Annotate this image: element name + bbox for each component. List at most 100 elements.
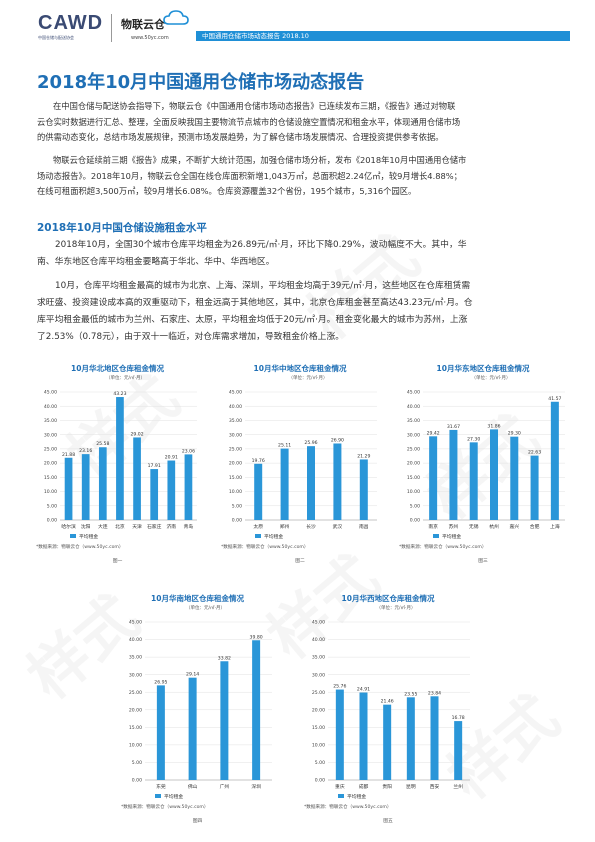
data-label: 25.96: [304, 440, 317, 446]
legend-label: 平均租金: [79, 533, 98, 540]
y-tick-label: 15.00: [129, 725, 142, 731]
y-tick-label: 25.00: [229, 446, 242, 452]
y-tick-label: 45.00: [407, 390, 420, 396]
chart-south: 10月华南地区仓库租金情况 （单位：元/㎡·月） 0.00 5.00 10.00 15.0…: [115, 590, 280, 830]
y-tick-label: 45.00: [44, 390, 57, 396]
text-line: 在线可租面积超3,500万㎡，较9月增长6.08%。仓库资源覆盖32个省份，19…: [37, 186, 417, 196]
bar: [406, 697, 415, 780]
bar: [307, 446, 315, 520]
y-tick-label: 35.00: [229, 418, 242, 424]
data-label: 23.55: [404, 691, 417, 697]
text-line: 求旺盛、投资建设成本高的双重驱动下，租金远高于其他地区，其中，北京仓库租金甚至高…: [37, 298, 473, 308]
x-tick-label: 嘉兴: [509, 523, 519, 530]
y-tick-label: 15.00: [312, 725, 325, 731]
data-label: 20.91: [165, 455, 178, 461]
legend-label: 平均租金: [264, 533, 283, 540]
y-tick-label: 15.00: [229, 475, 242, 481]
chart-caption: 图五: [383, 818, 393, 824]
data-label: 39.80: [250, 634, 263, 640]
body-paragraph-2: 10月，仓库平均租金最高的城市为北京、上海、深圳，平均租金均高于39元/㎡·月，…: [37, 278, 561, 346]
y-tick-label: 0.00: [410, 518, 420, 524]
bar: [469, 442, 478, 520]
chart-caption: 图四: [193, 818, 203, 824]
y-tick-label: 30.00: [312, 672, 325, 678]
x-tick-label: 济南: [167, 523, 177, 530]
y-tick-label: 20.00: [44, 461, 57, 467]
y-tick-label: 5.00: [47, 503, 57, 509]
chart-source: *数据来源：物联云仓（www.50yc.com）: [304, 803, 392, 810]
x-tick-label: 长沙: [306, 523, 316, 530]
text-line: 在中国仓储与配送协会指导下，物联云仓《中国通用仓储市场动态报告》已连续发布三期，…: [53, 101, 456, 111]
legend-label: 平均租金: [442, 533, 461, 540]
chart-title: 10月华西地区仓库租金情况: [342, 593, 435, 603]
wlyc-logo: 物联云仓: [121, 18, 165, 31]
bar: [156, 685, 165, 780]
x-tick-label: 苏州: [449, 523, 459, 530]
y-tick-label: 30.00: [229, 432, 242, 438]
text-line: 云仓实时数据进行汇总、整理，全面反映我国主要物流节点城市的仓储设施空置情况和租金…: [37, 116, 461, 127]
text-line: 南、华东地区仓库平均租金要略高于华北、华中、华西地区。: [37, 257, 275, 267]
bar: [333, 443, 342, 520]
y-tick-label: 5.00: [410, 503, 420, 509]
text-line: 了2.53%（0.78元），由于双十一临近，对仓库需求增加，导致租金价格上涨。: [37, 332, 345, 342]
chart-svg: 10月华北地区仓库租金情况（单位：元/㎡·月） 0.00 5.00 10.00 15.0…: [36, 363, 197, 564]
chart-north: 10月华北地区仓库租金情况 （单位：元/㎡·月） 0.00 5.00 10.00 15.0…: [30, 360, 205, 570]
legend-swatch: [255, 534, 261, 538]
y-tick-label: 0.00: [47, 518, 57, 524]
x-tick-label: 太原: [253, 523, 263, 530]
y-tick-label: 10.00: [129, 742, 142, 748]
data-label: 19.76: [252, 458, 265, 464]
bar: [133, 437, 141, 520]
chart-title: 10月华北地区仓库租金情况: [71, 363, 164, 373]
y-tick-label: 35.00: [44, 418, 57, 424]
y-tick-label: 35.00: [129, 655, 142, 661]
y-tick-label: 45.00: [229, 390, 242, 396]
chart-source: *数据来源：物联云仓（www.50yc.com）: [221, 543, 309, 550]
bar: [449, 429, 458, 520]
y-tick-label: 35.00: [407, 418, 420, 424]
data-label: 26.90: [331, 437, 344, 443]
bar: [490, 429, 498, 520]
data-label: 23.16: [79, 448, 92, 454]
x-tick-label: 郑州: [280, 523, 290, 530]
chart-title: 10月华东地区仓库租金情况: [437, 363, 530, 373]
bar: [254, 463, 263, 520]
body-paragraph-1: 2018年10月，全国30个城市仓库平均租金为26.89元/㎡·月，环比下降0.…: [37, 237, 561, 271]
data-label: 41.57: [548, 396, 561, 402]
text-line: 物联云仓延续前三期《报告》成果，不断扩大统计范围，加强仓储市场分析，发布《201…: [53, 155, 467, 165]
y-tick-label: 30.00: [44, 432, 57, 438]
bar: [81, 454, 90, 520]
y-tick-label: 15.00: [44, 475, 57, 481]
legend-swatch: [70, 534, 76, 538]
y-tick-label: 40.00: [229, 404, 242, 410]
data-label: 25.11: [278, 443, 291, 449]
y-tick-label: 10.00: [312, 742, 325, 748]
x-tick-label: 北京: [115, 523, 125, 530]
bar: [64, 457, 73, 520]
bar: [116, 397, 124, 520]
bar: [184, 454, 193, 520]
data-label: 16.78: [452, 715, 465, 721]
bar: [252, 640, 261, 780]
x-tick-label: 成都: [359, 783, 369, 790]
legend-swatch: [338, 794, 344, 798]
legend-swatch: [433, 534, 439, 538]
data-label: 29.30: [508, 431, 521, 437]
chart-svg: 10月华南地区仓库租金情况（单位：元/㎡·月） 0.00 5.00 10.00 15.0…: [121, 593, 272, 824]
chart-source: *数据来源：物联云仓（www.50yc.com）: [121, 803, 209, 810]
y-tick-label: 30.00: [407, 432, 420, 438]
legend-label: 平均租金: [164, 793, 183, 800]
x-tick-label: 哈尔滨: [61, 523, 76, 530]
y-tick-label: 20.00: [407, 461, 420, 467]
bar: [98, 447, 107, 520]
data-label: 25.58: [96, 441, 109, 447]
data-label: 21.46: [381, 699, 394, 705]
chart-subtitle: （单位：元/㎡·月）: [186, 604, 225, 611]
y-tick-label: 0.00: [315, 778, 325, 784]
legend-swatch: [155, 794, 161, 798]
data-label: 29.14: [186, 672, 199, 678]
chart-caption: 图一: [113, 558, 123, 564]
data-label: 23.84: [428, 690, 441, 696]
bar: [167, 460, 176, 520]
y-tick-label: 20.00: [229, 461, 242, 467]
